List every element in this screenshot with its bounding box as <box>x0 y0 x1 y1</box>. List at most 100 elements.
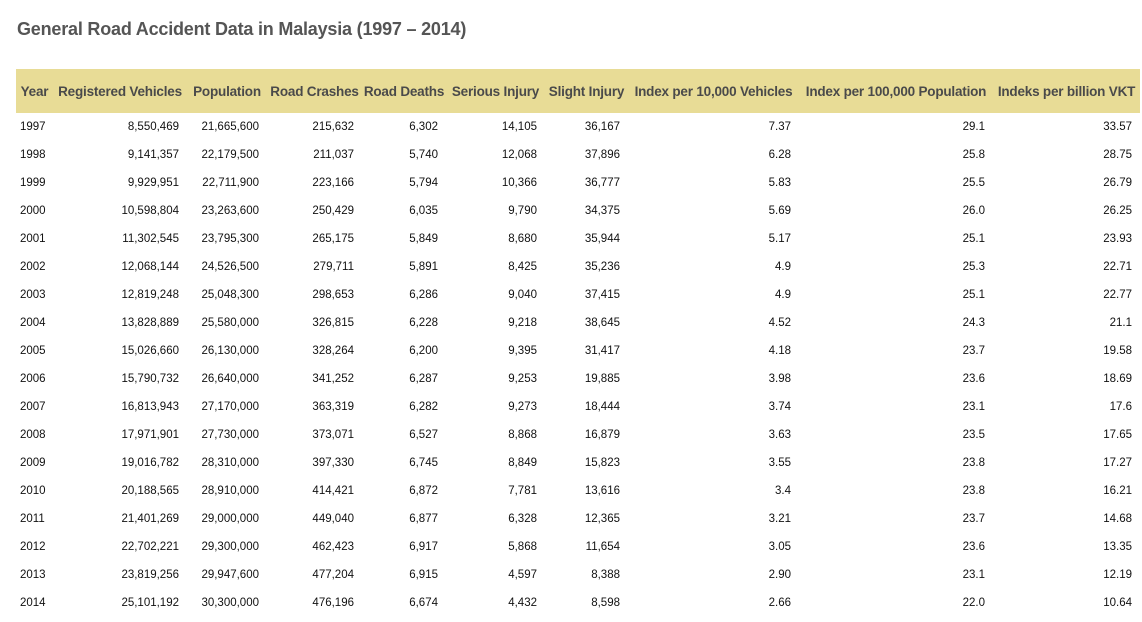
column-header-serious-injury[interactable]: Serious Injury <box>451 83 540 99</box>
year-cell: 2012 <box>20 541 46 553</box>
registered-vehicles-cell: 15,790,732 <box>121 373 179 385</box>
road-crashes-cell: 373,071 <box>312 429 354 441</box>
table-row: 2010 20,188,565 28,910,000 414,421 6,872 7,78… <box>16 477 1140 505</box>
serious-injury-cell: 8,868 <box>508 429 537 441</box>
registered-vehicles-cell: 22,702,221 <box>121 541 179 553</box>
indeks-per-billion-vkt-cell: 26.79 <box>1103 177 1132 189</box>
population-cell: 21,665,600 <box>201 121 259 133</box>
year-cell: 2007 <box>20 401 46 413</box>
index-per-10000-vehicles-cell: 5.17 <box>768 233 791 245</box>
road-deaths-cell: 6,527 <box>409 429 438 441</box>
registered-vehicles-cell: 9,141,357 <box>127 149 179 161</box>
index-per-100000-population-cell: 23.6 <box>962 541 985 553</box>
table-header-row: Year Registered Vehicles Population Road… <box>16 69 1140 113</box>
column-header-index-per-100000-population[interactable]: Index per 100,000 Population <box>805 83 987 99</box>
registered-vehicles-cell: 25,101,192 <box>121 597 179 609</box>
road-deaths-cell: 6,745 <box>409 457 438 469</box>
index-per-10000-vehicles-cell: 3.98 <box>768 373 791 385</box>
index-per-10000-vehicles-cell: 3.05 <box>768 541 791 553</box>
slight-injury-cell: 18,444 <box>584 401 620 413</box>
serious-injury-cell: 9,395 <box>508 345 537 357</box>
serious-injury-cell: 9,253 <box>508 373 537 385</box>
column-header-year[interactable]: Year <box>20 83 49 99</box>
road-accident-table: Year Registered Vehicles Population Road… <box>16 69 1140 617</box>
year-cell: 2010 <box>20 485 46 497</box>
indeks-per-billion-vkt-cell: 13.35 <box>1103 541 1132 553</box>
population-cell: 26,640,000 <box>201 373 259 385</box>
table-body: 1997 8,550,469 21,665,600 215,632 6,302 14,10… <box>16 113 1140 617</box>
slight-injury-cell: 8,598 <box>591 597 620 609</box>
road-deaths-cell: 6,287 <box>409 373 438 385</box>
table-row: 2014 25,101,192 30,300,000 476,196 6,674 4,43… <box>16 589 1140 617</box>
index-per-100000-population-cell: 24.3 <box>962 317 985 329</box>
road-crashes-cell: 476,196 <box>312 597 354 609</box>
indeks-per-billion-vkt-cell: 19.58 <box>1103 345 1132 357</box>
population-cell: 22,179,500 <box>201 149 259 161</box>
year-cell: 1999 <box>20 177 46 189</box>
road-deaths-cell: 5,891 <box>409 261 438 273</box>
table-row: 2012 22,702,221 29,300,000 462,423 6,917 5,86… <box>16 533 1140 561</box>
slight-injury-cell: 31,417 <box>584 345 620 357</box>
road-crashes-cell: 223,166 <box>312 177 354 189</box>
index-per-100000-population-cell: 23.6 <box>962 373 985 385</box>
road-deaths-cell: 6,877 <box>409 513 438 525</box>
index-per-100000-population-cell: 25.1 <box>962 289 985 301</box>
index-per-10000-vehicles-cell: 3.21 <box>768 513 791 525</box>
column-header-road-deaths[interactable]: Road Deaths <box>363 83 445 99</box>
road-deaths-cell: 6,872 <box>409 485 438 497</box>
road-crashes-cell: 211,037 <box>313 149 354 161</box>
serious-injury-cell: 9,040 <box>508 289 537 301</box>
indeks-per-billion-vkt-cell: 16.21 <box>1103 485 1132 497</box>
population-cell: 23,263,600 <box>201 205 259 217</box>
index-per-100000-population-cell: 25.5 <box>962 177 985 189</box>
index-per-10000-vehicles-cell: 3.4 <box>775 485 791 497</box>
year-cell: 2003 <box>20 289 46 301</box>
table-row: 1998 9,141,357 22,179,500 211,037 5,740 12,06… <box>16 141 1140 169</box>
slight-injury-cell: 36,777 <box>584 177 620 189</box>
registered-vehicles-cell: 15,026,660 <box>121 345 179 357</box>
year-cell: 2011 <box>20 513 45 525</box>
population-cell: 30,300,000 <box>201 597 259 609</box>
table-row: 2007 16,813,943 27,170,000 363,319 6,282 9,27… <box>16 393 1140 421</box>
column-header-index-per-10000-vehicles[interactable]: Index per 10,000 Vehicles <box>634 83 793 99</box>
slight-injury-cell: 16,879 <box>584 429 620 441</box>
table-row: 2005 15,026,660 26,130,000 328,264 6,200 9,39… <box>16 337 1140 365</box>
road-crashes-cell: 397,330 <box>312 457 354 469</box>
population-cell: 26,130,000 <box>201 345 259 357</box>
road-crashes-cell: 341,252 <box>312 373 354 385</box>
road-deaths-cell: 5,849 <box>409 233 438 245</box>
road-deaths-cell: 6,228 <box>409 317 438 329</box>
serious-injury-cell: 8,425 <box>508 261 537 273</box>
serious-injury-cell: 4,597 <box>508 569 537 581</box>
table-row: 1999 9,929,951 22,711,900 223,166 5,794 10,36… <box>16 169 1140 197</box>
column-header-indeks-per-billion-vkt[interactable]: Indeks per billion VKT <box>997 83 1136 99</box>
index-per-100000-population-cell: 25.1 <box>962 233 985 245</box>
year-cell: 2008 <box>20 429 46 441</box>
slight-injury-cell: 34,375 <box>584 205 620 217</box>
year-cell: 1997 <box>20 121 46 133</box>
index-per-100000-population-cell: 23.7 <box>962 345 985 357</box>
population-cell: 27,730,000 <box>201 429 259 441</box>
column-header-road-crashes[interactable]: Road Crashes <box>270 83 359 99</box>
population-cell: 23,795,300 <box>201 233 259 245</box>
index-per-10000-vehicles-cell: 5.69 <box>768 205 791 217</box>
slight-injury-cell: 13,616 <box>584 485 620 497</box>
index-per-100000-population-cell: 23.5 <box>962 429 985 441</box>
indeks-per-billion-vkt-cell: 14.68 <box>1103 513 1132 525</box>
population-cell: 29,300,000 <box>201 541 259 553</box>
serious-injury-cell: 9,790 <box>508 205 537 217</box>
indeks-per-billion-vkt-cell: 22.71 <box>1103 261 1132 273</box>
population-cell: 25,580,000 <box>201 317 259 329</box>
column-header-slight-injury[interactable]: Slight Injury <box>548 83 625 99</box>
column-header-registered-vehicles[interactable]: Registered Vehicles <box>58 83 182 99</box>
slight-injury-cell: 37,415 <box>584 289 620 301</box>
registered-vehicles-cell: 10,598,804 <box>121 205 179 217</box>
road-deaths-cell: 5,794 <box>409 177 438 189</box>
slight-injury-cell: 36,167 <box>584 121 620 133</box>
year-cell: 2001 <box>20 233 46 245</box>
indeks-per-billion-vkt-cell: 23.93 <box>1103 233 1132 245</box>
column-header-population[interactable]: Population <box>193 83 261 99</box>
page-title: General Road Accident Data in Malaysia (… <box>17 19 467 39</box>
year-cell: 2000 <box>20 205 46 217</box>
slight-injury-cell: 38,645 <box>584 317 620 329</box>
